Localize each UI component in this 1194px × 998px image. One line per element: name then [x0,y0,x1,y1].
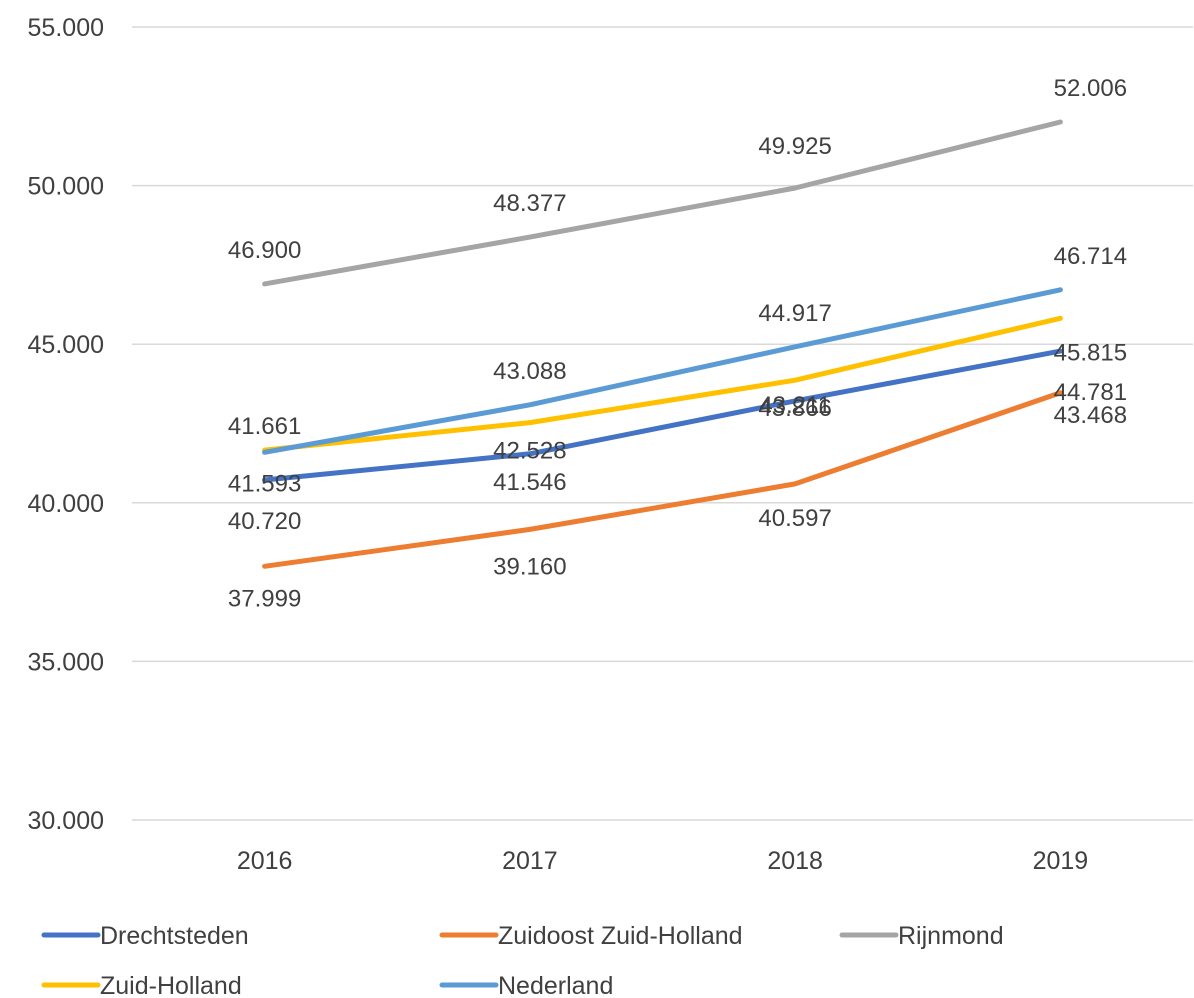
legend-label: Rijnmond [898,922,1004,950]
y-tick-label: 35.000 [28,648,104,676]
x-tick-label: 2017 [502,847,558,875]
legend-item: Nederland [439,972,613,998]
legend-item: Rijnmond [839,922,1004,950]
y-tick-label: 40.000 [28,490,104,518]
legend-item: Zuid-Holland [41,972,242,998]
series-line-zuidoost-zuid-holland [262,390,1063,569]
y-tick-label: 55.000 [28,14,104,42]
data-label: 44.917 [758,300,831,327]
legend-label: Nederland [498,972,613,998]
x-axis-tick-labels: 2016 2017 2018 2019 [237,847,1088,875]
data-labels: 40.720 41.546 43.211 44.781 37.999 39.160 40.5… [228,75,1127,612]
data-label: 41.593 [228,470,301,497]
data-label: 43.468 [1054,402,1127,429]
legend-label: Zuidoost Zuid-Holland [498,922,743,950]
y-axis-tick-labels: 30.000 35.000 40.000 45.000 50.000 55.000 [28,14,104,835]
data-label: 40.597 [758,505,831,532]
x-tick-label: 2018 [767,847,823,875]
legend-label: Drechtsteden [100,922,249,950]
data-label: 41.661 [228,413,301,440]
series-line-zuid-holland [262,315,1063,453]
data-label: 46.900 [228,237,301,264]
x-tick-label: 2016 [237,847,293,875]
legend-item: Drechtsteden [41,922,249,950]
data-label: 45.815 [1054,339,1127,366]
legend-label: Zuid-Holland [100,972,242,998]
data-label: 37.999 [228,585,301,612]
data-label: 44.781 [1054,379,1127,406]
data-label: 40.720 [228,508,301,535]
data-label: 52.006 [1054,75,1127,102]
data-label: 39.160 [493,553,566,580]
series-line-rijnmond [262,119,1063,287]
data-label: 42.528 [493,438,566,465]
series-line-nederland [262,287,1063,455]
data-label: 43.088 [493,358,566,385]
legend-item: Zuidoost Zuid-Holland [439,922,743,950]
y-tick-label: 50.000 [28,173,104,201]
data-label: 43.866 [758,395,831,422]
y-tick-label: 30.000 [28,807,104,835]
series-line-drechtsteden [262,348,1063,483]
gridlines [132,26,1193,821]
y-tick-label: 45.000 [28,331,104,359]
data-label: 48.377 [493,190,566,217]
legend: Drechtsteden Zuidoost Zuid-Holland Rijnmon… [41,922,1004,998]
data-label: 49.925 [758,133,831,160]
data-label: 43.211 [759,392,831,419]
series-lines [262,119,1063,569]
x-tick-label: 2019 [1033,847,1089,875]
data-label: 41.546 [493,469,566,496]
data-label: 46.714 [1054,243,1127,270]
